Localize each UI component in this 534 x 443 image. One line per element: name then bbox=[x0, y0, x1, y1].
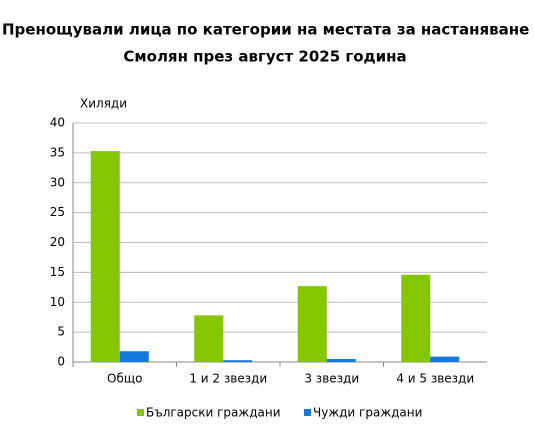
legend-label: Български граждани bbox=[146, 406, 281, 420]
chart-title: Пренощували лица по категории на местата… bbox=[2, 21, 534, 39]
y-axis-label: Хиляди bbox=[80, 97, 127, 111]
bar bbox=[90, 151, 120, 362]
bar bbox=[326, 359, 356, 362]
legend-label: Чужди граждани bbox=[313, 406, 422, 420]
legend-swatch bbox=[304, 409, 311, 416]
bar bbox=[194, 315, 224, 362]
y-tick-label: 30 bbox=[50, 175, 65, 189]
x-tick-label: Общо bbox=[107, 372, 143, 386]
x-tick-label: 3 звезди bbox=[304, 372, 359, 386]
y-tick-label: 25 bbox=[50, 205, 65, 219]
bar bbox=[223, 360, 253, 362]
y-tick-label: 5 bbox=[57, 325, 65, 339]
y-tick-label: 40 bbox=[50, 116, 65, 130]
y-tick-label: 35 bbox=[50, 145, 65, 159]
bar bbox=[297, 286, 327, 362]
bar bbox=[401, 274, 431, 362]
bar bbox=[119, 351, 149, 362]
x-tick-label: 4 и 5 звезди bbox=[396, 372, 474, 386]
x-tick-label: 1 и 2 звезди bbox=[189, 372, 267, 386]
bar bbox=[430, 356, 460, 362]
chart-title: Смолян през август 2025 година bbox=[123, 48, 406, 66]
y-tick-label: 10 bbox=[50, 295, 65, 309]
y-tick-label: 20 bbox=[50, 235, 65, 249]
y-tick-label: 0 bbox=[57, 355, 65, 369]
legend-swatch bbox=[137, 409, 144, 416]
y-tick-label: 15 bbox=[50, 265, 65, 279]
